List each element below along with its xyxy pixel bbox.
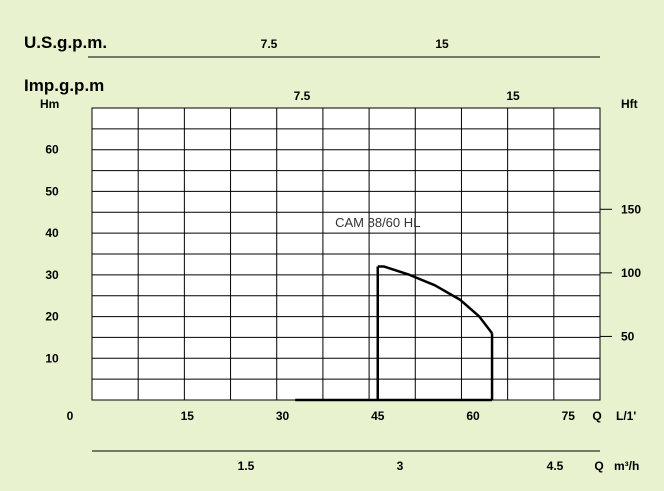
right-axis-tick-label: 100 bbox=[621, 266, 641, 280]
bottom-axis-symbol: Q bbox=[592, 409, 601, 423]
bottom-axis-tick-label: 60 bbox=[466, 409, 480, 423]
pump-curve-cam-88-60-hl bbox=[377, 265, 494, 335]
left-axis-label: Hm bbox=[40, 97, 59, 111]
top2-axis-tick: 7.5 bbox=[294, 89, 311, 103]
left-axis-tick-label: 60 bbox=[45, 143, 59, 157]
bottom2-axis-tick: 1.5 bbox=[238, 459, 255, 473]
bottom2-axis-symbol: Q bbox=[594, 459, 603, 473]
bottom-axis-ticks: 0 15 30 45 60 75 bbox=[67, 409, 576, 423]
left-axis-tick-label: 30 bbox=[45, 268, 59, 282]
bottom-axis-tick-label: 30 bbox=[276, 409, 290, 423]
left-axis-tick-label: 10 bbox=[45, 351, 59, 365]
left-axis-tick-label: 40 bbox=[45, 226, 59, 240]
bottom-axis-tick-label: 75 bbox=[562, 409, 576, 423]
curve-label: CAM 88/60 HL bbox=[335, 215, 420, 230]
bottom-axis-label: L/1' bbox=[616, 409, 636, 423]
right-axis-tick-label: 50 bbox=[621, 329, 635, 343]
bottom-axis-tick-label: 45 bbox=[371, 409, 385, 423]
top-axis-label-usgpm: U.S.g.p.m. bbox=[24, 33, 107, 52]
bottom2-axis-label: m³/h bbox=[614, 459, 639, 473]
performance-curves: CAM 88/60 HL bbox=[295, 215, 494, 402]
top2-axis-tick: 15 bbox=[506, 89, 520, 103]
left-axis-ticks: 10 20 30 40 50 60 bbox=[45, 143, 59, 366]
right-axis-ticks: 50 100 150 bbox=[600, 202, 641, 343]
top-axis-tick: 7.5 bbox=[261, 37, 278, 51]
bottom-axis-tick-label: 15 bbox=[181, 409, 195, 423]
top2-axis-label-impgpm: Imp.g.p.m bbox=[24, 76, 104, 95]
plot-grid bbox=[91, 107, 601, 401]
bottom-axis-tick-label: 0 bbox=[67, 409, 74, 423]
right-axis-label: Hft bbox=[621, 97, 638, 111]
bottom2-axis-tick: 4.5 bbox=[547, 459, 564, 473]
right-axis-tick-label: 150 bbox=[621, 202, 641, 216]
bottom2-axis-tick: 3 bbox=[397, 459, 404, 473]
top-axis-tick: 15 bbox=[435, 37, 449, 51]
left-axis-tick-label: 20 bbox=[45, 310, 59, 324]
left-axis-tick-label: 50 bbox=[45, 184, 59, 198]
